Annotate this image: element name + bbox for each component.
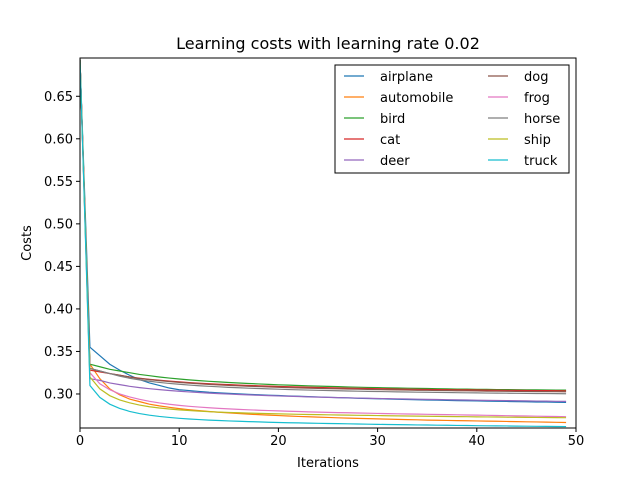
x-tick-label: 30: [369, 434, 386, 449]
legend-label-truck: truck: [524, 154, 558, 169]
x-axis: 0 10 20 30 40 50: [76, 428, 584, 449]
legend-label-horse: horse: [524, 112, 560, 127]
y-tick-label: 0.60: [44, 132, 73, 147]
series-line-deer: [80, 59, 567, 402]
plot-frame: [79, 57, 577, 429]
y-tick-label: 0.35: [44, 345, 73, 360]
y-tick-label: 0.40: [44, 302, 73, 317]
series-line-bird: [80, 59, 567, 391]
y-tick-label: 0.30: [44, 387, 73, 402]
series-line-dog: [80, 59, 567, 393]
legend-label-airplane: airplane: [380, 70, 433, 85]
legend-box: [334, 64, 570, 174]
y-tick-label: 0.65: [44, 90, 73, 105]
x-tick-label: 20: [270, 434, 287, 449]
legend: airplane automobile bird cat deer dog frog hors…: [334, 64, 570, 174]
legend-label-deer: deer: [380, 154, 410, 169]
series-line-automobile: [80, 59, 567, 424]
legend-label-frog: frog: [524, 91, 550, 106]
series-line-frog: [80, 59, 567, 418]
series-lines: [80, 59, 567, 428]
chart-title: Learning costs with learning rate 0.02: [176, 34, 480, 53]
y-tick-label: 0.55: [44, 175, 73, 190]
legend-label-cat: cat: [380, 133, 400, 148]
legend-label-ship: ship: [524, 133, 551, 148]
x-tick-label: 50: [568, 434, 585, 449]
y-axis-label: Costs: [20, 225, 35, 261]
legend-label-bird: bird: [380, 112, 405, 127]
x-tick-label: 10: [171, 434, 188, 449]
legend-label-automobile: automobile: [380, 91, 453, 106]
series-line-ship: [80, 59, 567, 419]
legend-label-dog: dog: [524, 70, 548, 85]
series-line-horse: [80, 59, 567, 395]
x-tick-label: 0: [76, 434, 84, 449]
x-tick-label: 40: [469, 434, 486, 449]
x-axis-label: Iterations: [297, 456, 359, 471]
y-tick-label: 0.50: [44, 217, 73, 232]
y-axis: 0.30 0.35 0.40 0.45 0.50 0.55 0.60 0.65: [44, 90, 80, 402]
series-line-truck: [80, 59, 567, 428]
y-tick-label: 0.45: [44, 260, 73, 275]
